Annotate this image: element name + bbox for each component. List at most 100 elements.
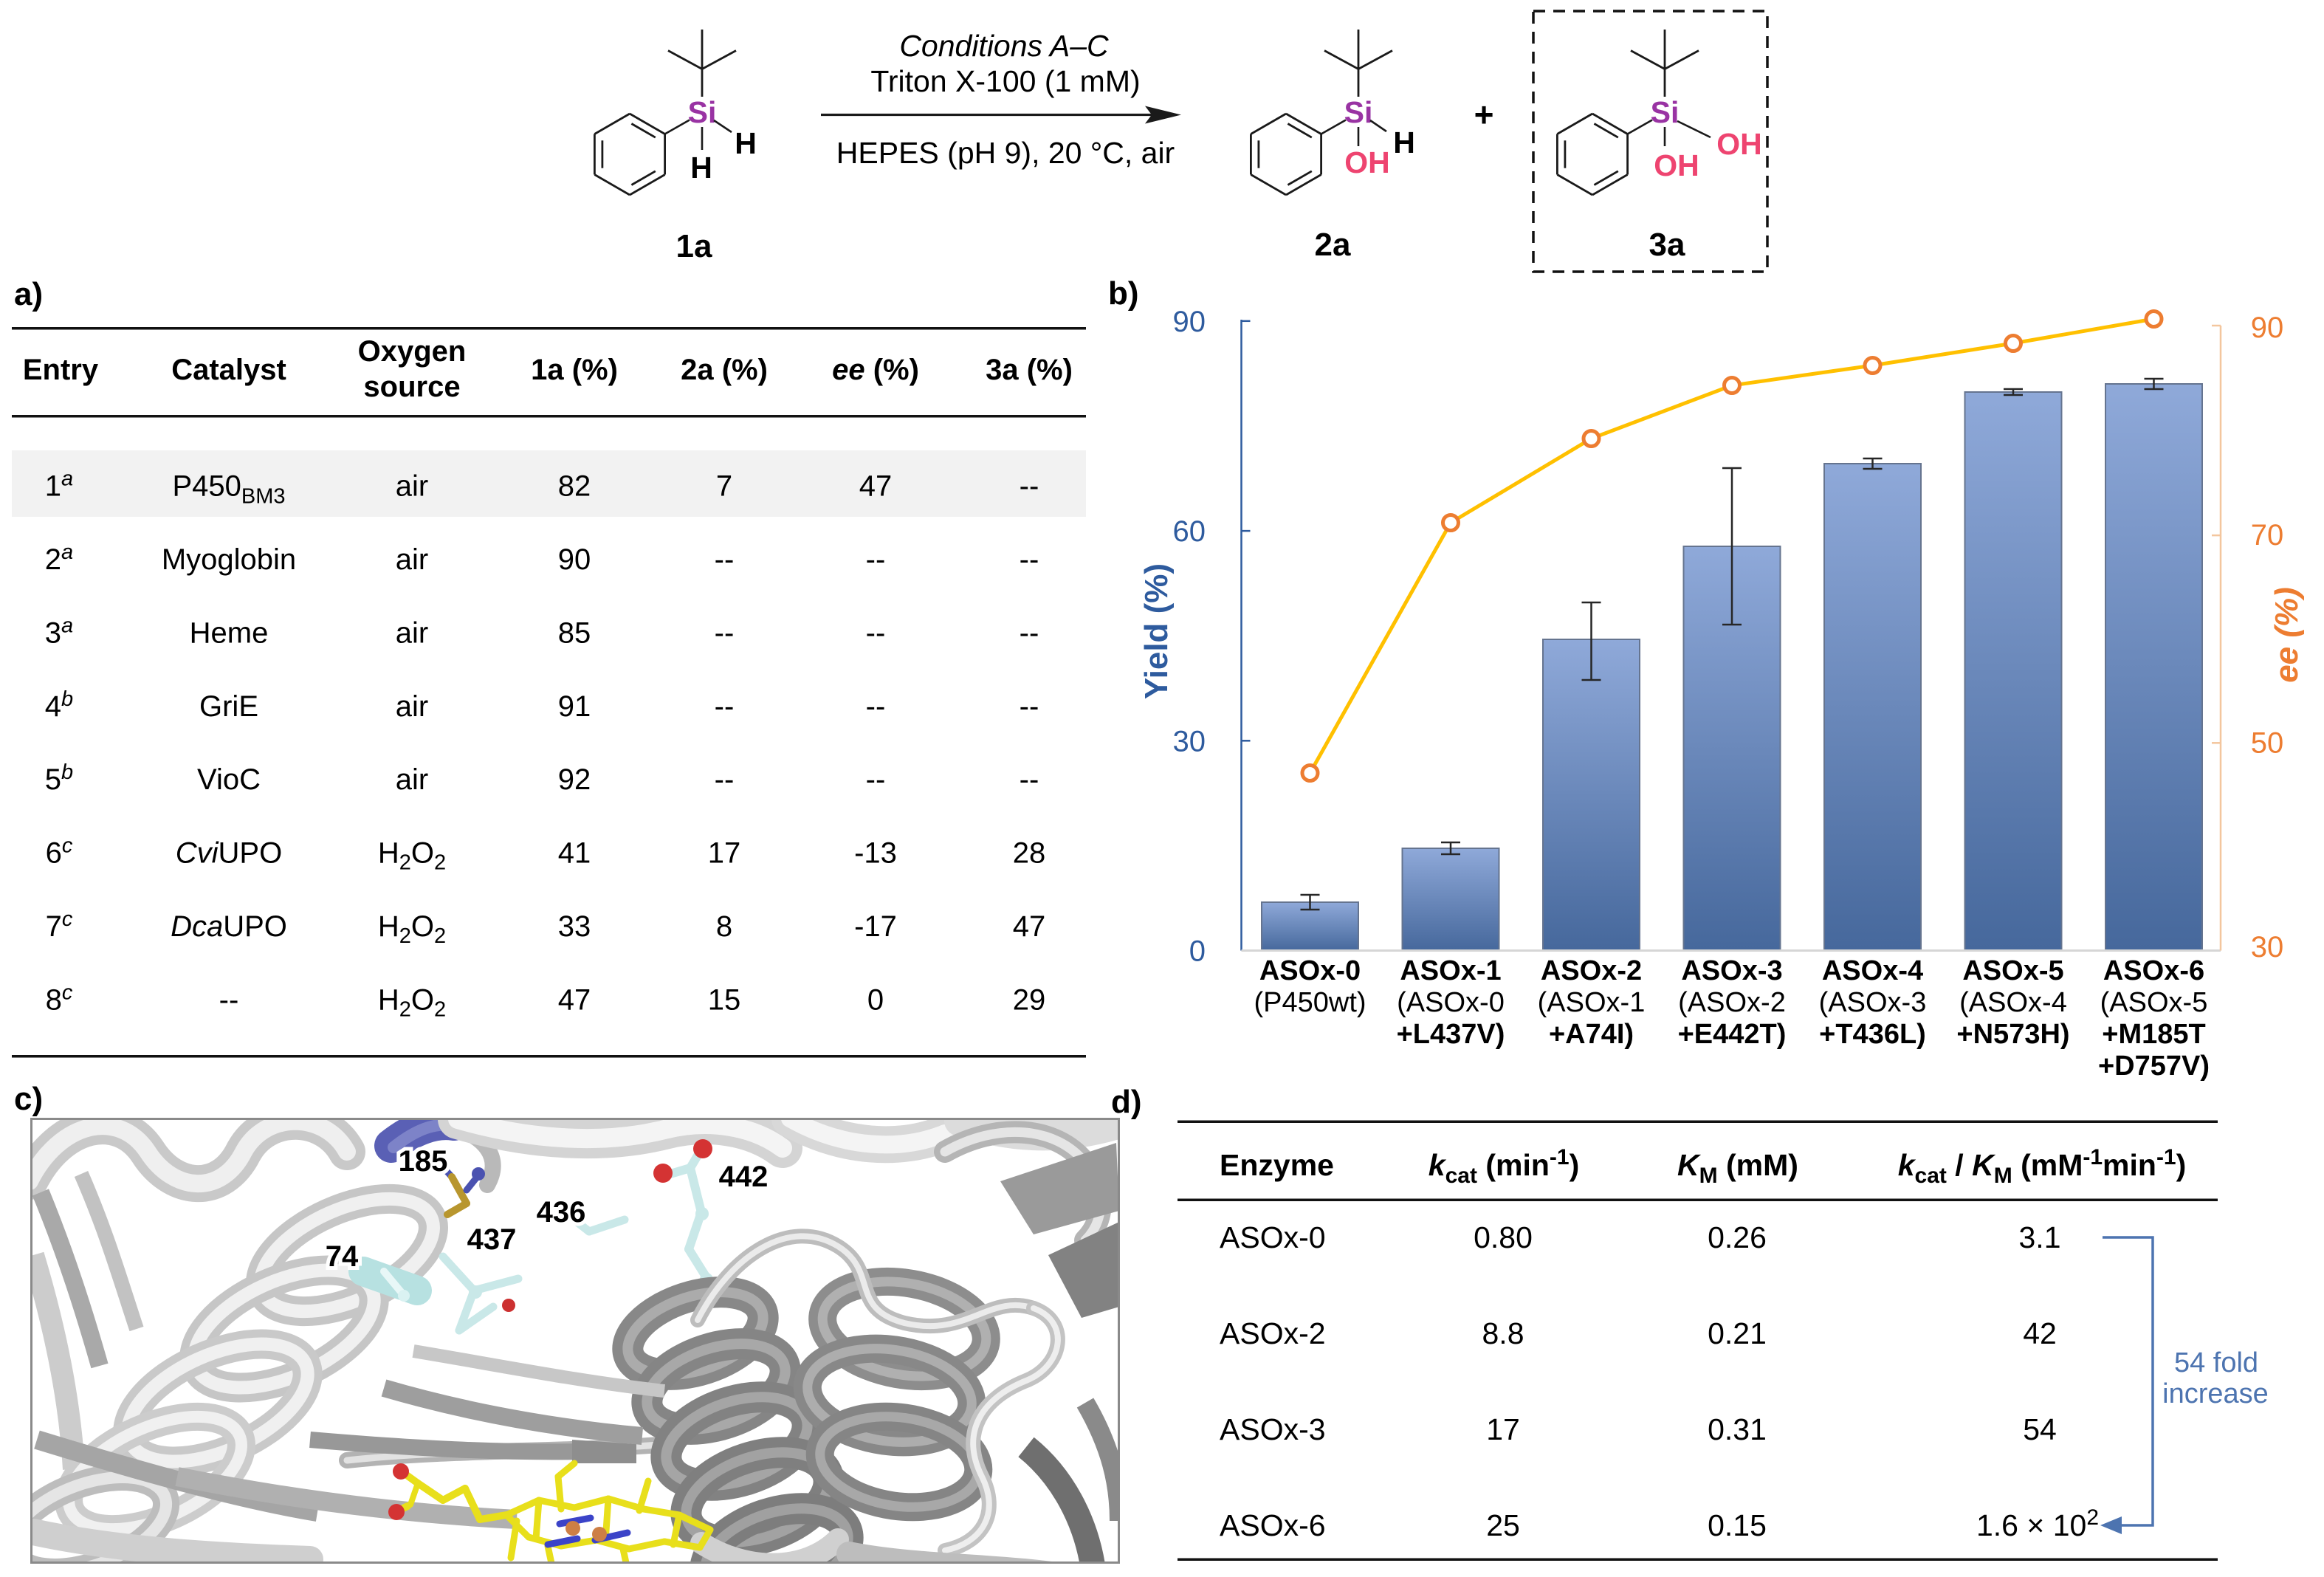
- svg-text:30: 30: [1173, 725, 1206, 757]
- svg-text:Yield (%): Yield (%): [1138, 563, 1175, 699]
- svg-text:ee (%): ee (%): [2269, 587, 2305, 683]
- svg-text:ASOx-6: ASOx-6: [2103, 955, 2204, 986]
- svg-text:0.21: 0.21: [1708, 1316, 1767, 1350]
- svg-text:--: --: [1020, 470, 1039, 503]
- svg-text:442: 442: [719, 1161, 769, 1193]
- svg-text:15: 15: [708, 984, 741, 1017]
- svg-text:41: 41: [558, 837, 591, 870]
- svg-text:3a (%): 3a (%): [986, 354, 1073, 386]
- svg-text:2a: 2a: [45, 540, 73, 576]
- svg-text:70: 70: [2251, 519, 2284, 552]
- svg-text:H: H: [735, 126, 757, 160]
- svg-text:28: 28: [1013, 837, 1046, 870]
- svg-text:(ASOx-0: (ASOx-0: [1397, 987, 1505, 1018]
- svg-text:85: 85: [558, 616, 591, 649]
- svg-text:(ASOx-5: (ASOx-5: [2100, 987, 2208, 1018]
- svg-text:2a (%): 2a (%): [681, 354, 768, 386]
- svg-text:KM (mM): KM (mM): [1677, 1148, 1798, 1188]
- svg-text:ASOx-0: ASOx-0: [1220, 1220, 1326, 1254]
- svg-text:8.8: 8.8: [1482, 1316, 1524, 1350]
- svg-text:5b: 5b: [45, 760, 73, 796]
- svg-text:ASOx-4: ASOx-4: [1822, 955, 1923, 986]
- svg-text:0.31: 0.31: [1708, 1412, 1767, 1446]
- svg-text:47: 47: [859, 470, 893, 503]
- svg-text:--: --: [715, 543, 735, 576]
- svg-text:air: air: [396, 543, 428, 576]
- svg-text:+M185T: +M185T: [2102, 1019, 2205, 1050]
- svg-text:kcat / KM (mM-1min-1): kcat / KM (mM-1min-1): [1898, 1145, 2187, 1188]
- svg-text:17: 17: [1486, 1412, 1520, 1446]
- svg-text:6c: 6c: [46, 834, 73, 870]
- svg-text:17: 17: [708, 837, 741, 870]
- svg-text:Si: Si: [688, 95, 717, 129]
- svg-text:30: 30: [2251, 931, 2284, 963]
- svg-text:+L437V): +L437V): [1397, 1019, 1505, 1050]
- svg-text:--: --: [866, 763, 886, 796]
- svg-text:+E442T): +E442T): [1678, 1019, 1787, 1050]
- svg-text:--: --: [715, 616, 735, 649]
- svg-text:(ASOx-2: (ASOx-2: [1678, 987, 1786, 1018]
- svg-text:Myoglobin: Myoglobin: [162, 543, 296, 576]
- svg-text:0.80: 0.80: [1474, 1220, 1533, 1254]
- svg-text:increase: increase: [2162, 1378, 2269, 1409]
- svg-text:Oxygen: Oxygen: [358, 335, 467, 368]
- svg-text:54: 54: [2023, 1412, 2057, 1446]
- svg-text:60: 60: [1173, 515, 1206, 548]
- svg-text:OH: OH: [1654, 148, 1699, 182]
- svg-text:kcat (min-1): kcat (min-1): [1429, 1145, 1579, 1188]
- svg-text:91: 91: [558, 690, 591, 723]
- svg-text:Conditions A–C: Conditions A–C: [899, 29, 1109, 63]
- svg-text:436: 436: [537, 1196, 586, 1229]
- svg-text:+D757V): +D757V): [2098, 1051, 2210, 1082]
- svg-text:+: +: [1474, 95, 1494, 134]
- svg-text:8c: 8c: [46, 981, 73, 1017]
- svg-text:ASOx-1: ASOx-1: [1400, 955, 1501, 986]
- svg-text:b): b): [1108, 275, 1139, 312]
- svg-text:185: 185: [399, 1145, 448, 1178]
- svg-text:GriE: GriE: [199, 690, 258, 723]
- svg-text:ASOx-3: ASOx-3: [1220, 1412, 1326, 1446]
- svg-text:ASOx-2: ASOx-2: [1220, 1316, 1326, 1350]
- svg-text:Enzyme: Enzyme: [1220, 1148, 1334, 1182]
- svg-text:90: 90: [1173, 306, 1206, 338]
- svg-text:8: 8: [716, 910, 732, 943]
- svg-text:(ASOx-1: (ASOx-1: [1538, 987, 1646, 1018]
- svg-text:25: 25: [1486, 1508, 1520, 1542]
- svg-text:3.1: 3.1: [2019, 1220, 2061, 1254]
- svg-text:3a: 3a: [1649, 227, 1685, 263]
- svg-text:3a: 3a: [45, 614, 73, 649]
- svg-text:air: air: [396, 616, 428, 649]
- svg-text:VioC: VioC: [197, 763, 261, 796]
- svg-text:54 fold: 54 fold: [2174, 1347, 2258, 1378]
- svg-text:Si: Si: [1651, 95, 1680, 129]
- svg-text:Si: Si: [1344, 95, 1373, 129]
- svg-text:-13: -13: [854, 837, 897, 870]
- svg-text:CviUPO: CviUPO: [176, 837, 282, 870]
- svg-text:Heme: Heme: [190, 616, 269, 649]
- svg-text:29: 29: [1013, 984, 1046, 1017]
- svg-text:2a: 2a: [1315, 227, 1351, 263]
- svg-text:1a: 1a: [676, 228, 712, 264]
- svg-text:--: --: [866, 616, 886, 649]
- svg-text:ASOx-5: ASOx-5: [1962, 955, 2063, 986]
- svg-text:--: --: [866, 543, 886, 576]
- svg-text:H: H: [1393, 126, 1415, 159]
- svg-text:--: --: [1020, 763, 1039, 796]
- svg-text:Entry: Entry: [23, 354, 99, 386]
- svg-text:air: air: [396, 470, 428, 503]
- svg-text:Triton X-100 (1 mM): Triton X-100 (1 mM): [870, 64, 1140, 98]
- svg-text:0: 0: [867, 984, 884, 1017]
- svg-text:--: --: [715, 690, 735, 723]
- svg-text:(ASOx-4: (ASOx-4: [1959, 987, 2067, 1018]
- svg-text:+T436L): +T436L): [1819, 1019, 1926, 1050]
- svg-text:1.6 × 102: 1.6 × 102: [1976, 1505, 2099, 1542]
- svg-text:47: 47: [1013, 910, 1046, 943]
- svg-text:ASOx-3: ASOx-3: [1681, 955, 1782, 986]
- svg-text:90: 90: [2251, 312, 2284, 344]
- svg-text:47: 47: [558, 984, 591, 1017]
- svg-text:1a (%): 1a (%): [531, 354, 618, 386]
- svg-text:H2O2: H2O2: [378, 910, 446, 948]
- svg-text:air: air: [396, 690, 428, 723]
- svg-text:4b: 4b: [45, 687, 73, 723]
- svg-text:d): d): [1111, 1084, 1142, 1120]
